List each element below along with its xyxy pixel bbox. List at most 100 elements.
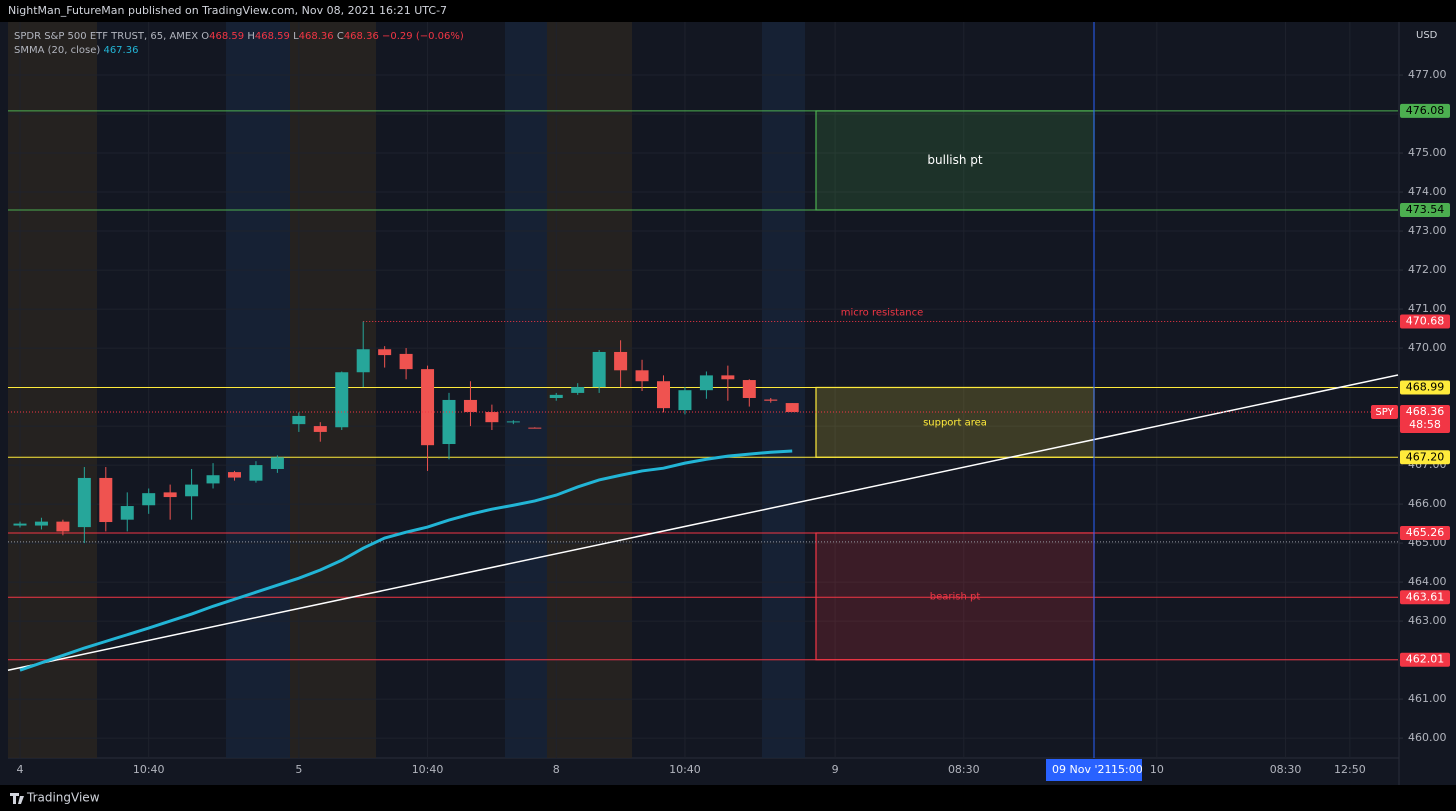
zone-label: bullish pt bbox=[927, 153, 983, 167]
crosshair-tag bbox=[1046, 759, 1142, 781]
y-tick-label: 464.00 bbox=[1408, 575, 1447, 588]
y-tick-label: 463.00 bbox=[1408, 614, 1447, 627]
price-tag bbox=[1400, 590, 1450, 605]
publisher: NightMan_FutureMan published on TradingV… bbox=[8, 4, 447, 17]
legend-row: SMMA (20, close) 467.36 bbox=[14, 44, 464, 58]
session-band bbox=[290, 22, 376, 758]
price-tag bbox=[1400, 314, 1450, 329]
symbol-tag-label: SPY bbox=[1375, 407, 1394, 418]
candle-body bbox=[249, 465, 263, 481]
candle-body bbox=[721, 375, 735, 380]
price-tag-label: 463.61 bbox=[1406, 590, 1445, 603]
candle-body bbox=[313, 426, 327, 432]
zone bbox=[815, 110, 1095, 211]
x-tick-label: 8 bbox=[553, 763, 560, 776]
top-bar bbox=[0, 0, 1456, 22]
bottom-bar bbox=[0, 785, 1456, 811]
candle-body bbox=[592, 351, 606, 388]
symbol: SPDR S&P 500 ETF TRUST, 65, AMEX bbox=[14, 31, 199, 42]
price-tag bbox=[1400, 405, 1450, 434]
candle-body bbox=[163, 492, 177, 498]
price-tag-label: 467.20 bbox=[1406, 450, 1445, 463]
candle-body bbox=[463, 399, 477, 413]
x-tick-label: 10:40 bbox=[133, 763, 165, 776]
x-tick-label: 5 bbox=[295, 763, 302, 776]
candle-body bbox=[77, 477, 91, 528]
ohlc-key: O bbox=[201, 31, 210, 42]
y-tick-label: 475.00 bbox=[1408, 146, 1447, 159]
x-tick-label: 08:30 bbox=[1270, 763, 1302, 776]
candle-body bbox=[335, 372, 349, 428]
candle-body bbox=[699, 375, 713, 391]
price-tag-label: 465.26 bbox=[1406, 526, 1445, 539]
legend: SPDR S&P 500 ETF TRUST, 65, AMEX O468.59… bbox=[14, 30, 464, 58]
candle-body bbox=[528, 427, 542, 429]
logo bbox=[10, 793, 24, 804]
candle-body bbox=[506, 421, 520, 423]
candle-body bbox=[56, 521, 70, 532]
zone bbox=[815, 532, 1095, 661]
candle-body bbox=[228, 472, 241, 478]
candle-body bbox=[442, 399, 456, 445]
candle-body bbox=[614, 351, 628, 371]
zone-label: support area bbox=[923, 417, 987, 428]
y-tick-label: 471.00 bbox=[1408, 302, 1447, 315]
candle-body bbox=[657, 381, 670, 409]
candle-body bbox=[206, 475, 220, 484]
price-tag bbox=[1400, 525, 1450, 540]
session-band bbox=[8, 22, 97, 758]
price-tag bbox=[1400, 652, 1450, 667]
price-tag-label: 468.99 bbox=[1406, 380, 1445, 393]
ohlc-key: H bbox=[247, 31, 255, 42]
candle-body bbox=[270, 457, 284, 469]
level-name: micro resistance bbox=[841, 308, 924, 319]
session-band bbox=[547, 22, 632, 758]
y-tick-label: 460.00 bbox=[1408, 731, 1447, 744]
price-tag-label: 473.54 bbox=[1406, 203, 1445, 216]
zone-label: bearish pt bbox=[930, 591, 981, 602]
session-band bbox=[762, 22, 805, 758]
x-tick-label: 10:40 bbox=[669, 763, 701, 776]
x-tick-label: 08:30 bbox=[948, 763, 980, 776]
session-band bbox=[505, 22, 547, 758]
x-tick-label: 12:50 bbox=[1334, 763, 1366, 776]
price-tag-label: 470.68 bbox=[1406, 315, 1445, 328]
candle-body bbox=[120, 506, 134, 520]
y-tick-label: 474.00 bbox=[1408, 185, 1447, 198]
change: −0.29 bbox=[382, 31, 413, 42]
price-tag-label: 476.08 bbox=[1406, 104, 1445, 117]
candle-body bbox=[785, 403, 799, 413]
candle-body bbox=[635, 370, 649, 382]
x-tick-label: 10 bbox=[1150, 763, 1164, 776]
y-tick-label: 473.00 bbox=[1408, 224, 1447, 237]
candle-body bbox=[571, 387, 585, 393]
indicator: SMMA (20, close) bbox=[14, 45, 101, 56]
ohlc-key: L bbox=[293, 31, 299, 42]
candle-body bbox=[399, 353, 413, 370]
x-tick-label: 9 bbox=[832, 763, 839, 776]
price-tag bbox=[1400, 202, 1450, 217]
ohlc-value: 468.59 bbox=[254, 31, 290, 42]
candle-body bbox=[185, 484, 199, 497]
crosshair-time: 15:00 bbox=[1111, 763, 1143, 776]
symbol-tag bbox=[1371, 405, 1398, 420]
y-tick-label: 461.00 bbox=[1408, 692, 1447, 705]
candle-body bbox=[13, 523, 27, 526]
plot bbox=[7, 22, 1399, 758]
indicator-value: 467.36 bbox=[103, 45, 139, 56]
candle-body bbox=[678, 390, 692, 411]
candle-body bbox=[549, 394, 563, 398]
price-tag bbox=[1400, 103, 1450, 118]
crosshair-date: 09 Nov '21 bbox=[1052, 763, 1111, 776]
brand: TradingView bbox=[26, 791, 100, 805]
trendline bbox=[7, 374, 1399, 671]
price-tag bbox=[1400, 380, 1450, 395]
candle-body bbox=[34, 521, 48, 526]
ohlc-value: 468.36 bbox=[343, 31, 379, 42]
candle-body bbox=[378, 349, 392, 356]
candle-body bbox=[292, 415, 306, 425]
y-tick-label: 472.00 bbox=[1408, 263, 1447, 276]
ohlc-value: 468.59 bbox=[209, 31, 245, 42]
overlay-line bbox=[19, 449, 793, 672]
